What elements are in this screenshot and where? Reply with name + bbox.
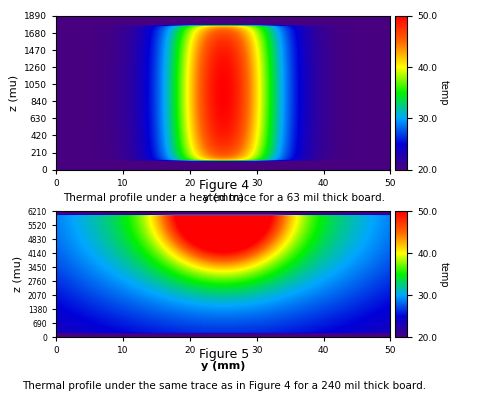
Y-axis label: temp: temp — [438, 261, 448, 287]
Text: Figure 5: Figure 5 — [200, 348, 249, 361]
X-axis label: y (mm): y (mm) — [201, 361, 245, 371]
Text: Thermal profile under the same trace as in Figure 4 for a 240 mil thick board.: Thermal profile under the same trace as … — [22, 381, 427, 391]
Text: Thermal profile under a heated trace for a 63 mil thick board.: Thermal profile under a heated trace for… — [63, 192, 386, 203]
Y-axis label: z (mu): z (mu) — [12, 256, 22, 292]
X-axis label: y (mm): y (mm) — [203, 193, 244, 203]
Y-axis label: temp: temp — [438, 80, 448, 106]
Text: Figure 4: Figure 4 — [200, 179, 249, 192]
Y-axis label: z (mu): z (mu) — [8, 75, 19, 111]
